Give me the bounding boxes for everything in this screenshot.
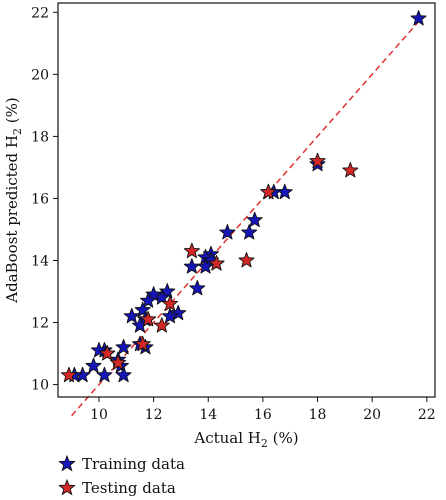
- y-axis-label-main: AdaBoost predicted H: [3, 135, 21, 304]
- legend: Training data Testing data: [58, 454, 185, 497]
- training-point-16: [161, 307, 179, 324]
- x-axis-label-main: Actual H: [193, 429, 261, 447]
- training-point-33: [90, 342, 108, 358]
- training-point-15: [170, 304, 187, 321]
- training-point-37: [115, 366, 132, 383]
- training-point-27: [115, 338, 132, 355]
- x-tick-label-22: 22: [418, 407, 436, 423]
- testing-point-12: [60, 366, 77, 383]
- testing-point-4: [208, 255, 225, 271]
- training-point-36: [96, 366, 113, 383]
- testing-point-10: [99, 345, 116, 361]
- training-point-5: [246, 211, 263, 228]
- y-tick-label-10: 10: [31, 378, 49, 394]
- training-point-14: [189, 279, 206, 296]
- y-tick-label-22: 22: [31, 5, 49, 21]
- x-axis-label-unit: (%): [268, 429, 299, 447]
- x-tick-label-10: 10: [90, 407, 108, 423]
- x-tick-label-14: 14: [199, 407, 217, 423]
- y-tick-label-18: 18: [31, 129, 49, 145]
- training-point-0: [410, 10, 427, 26]
- y-tick-label-14: 14: [31, 253, 49, 269]
- testing-point-8: [134, 335, 151, 352]
- testing-point-0: [342, 162, 359, 178]
- training-point-21: [134, 301, 151, 318]
- plot-frame: [57, 2, 436, 398]
- training-point-32: [85, 357, 102, 373]
- x-tick-label-16: 16: [254, 407, 272, 423]
- legend-item-testing: Testing data: [58, 478, 176, 497]
- y-tick-label-12: 12: [31, 316, 49, 332]
- testing-point-5: [183, 242, 200, 259]
- legend-marker-training: [58, 454, 76, 472]
- testing-point-1: [309, 152, 326, 169]
- legend-item-training: Training data: [58, 454, 185, 473]
- training-point-7: [219, 224, 236, 240]
- x-tick-label-12: 12: [145, 407, 163, 423]
- training-point-13: [183, 258, 200, 274]
- testing-point-7: [153, 317, 170, 333]
- testing-point-9: [140, 310, 157, 327]
- y-axis-label-unit: (%): [3, 97, 21, 128]
- testing-point-11: [110, 354, 127, 370]
- legend-label-training: Training data: [82, 455, 185, 473]
- x-tick-label-18: 18: [309, 407, 327, 423]
- testing-point-6: [161, 295, 179, 311]
- testing-point-3: [238, 252, 255, 268]
- y-axis-label-subscript: 2: [11, 128, 24, 135]
- x-axis-label: Actual H2 (%): [193, 429, 298, 450]
- identity-reference-line: [71, 21, 420, 417]
- training-point-6: [241, 224, 258, 240]
- y-tick-label-20: 20: [31, 67, 49, 83]
- training-point-23: [123, 307, 140, 324]
- legend-label-testing: Testing data: [82, 479, 176, 497]
- x-tick-label-20: 20: [363, 407, 381, 423]
- legend-marker-testing: [58, 478, 76, 496]
- data-points: [60, 10, 427, 383]
- testing-point-2: [260, 183, 277, 200]
- y-tick-label-16: 16: [31, 191, 49, 207]
- axis-ticks: 10 12 14 16 18 20 22 10 12 14 16 18 20 22: [31, 5, 436, 423]
- training-point-20: [140, 292, 157, 308]
- y-axis-label: AdaBoost predicted H2 (%): [3, 97, 24, 304]
- x-axis-label-subscript: 2: [261, 437, 268, 450]
